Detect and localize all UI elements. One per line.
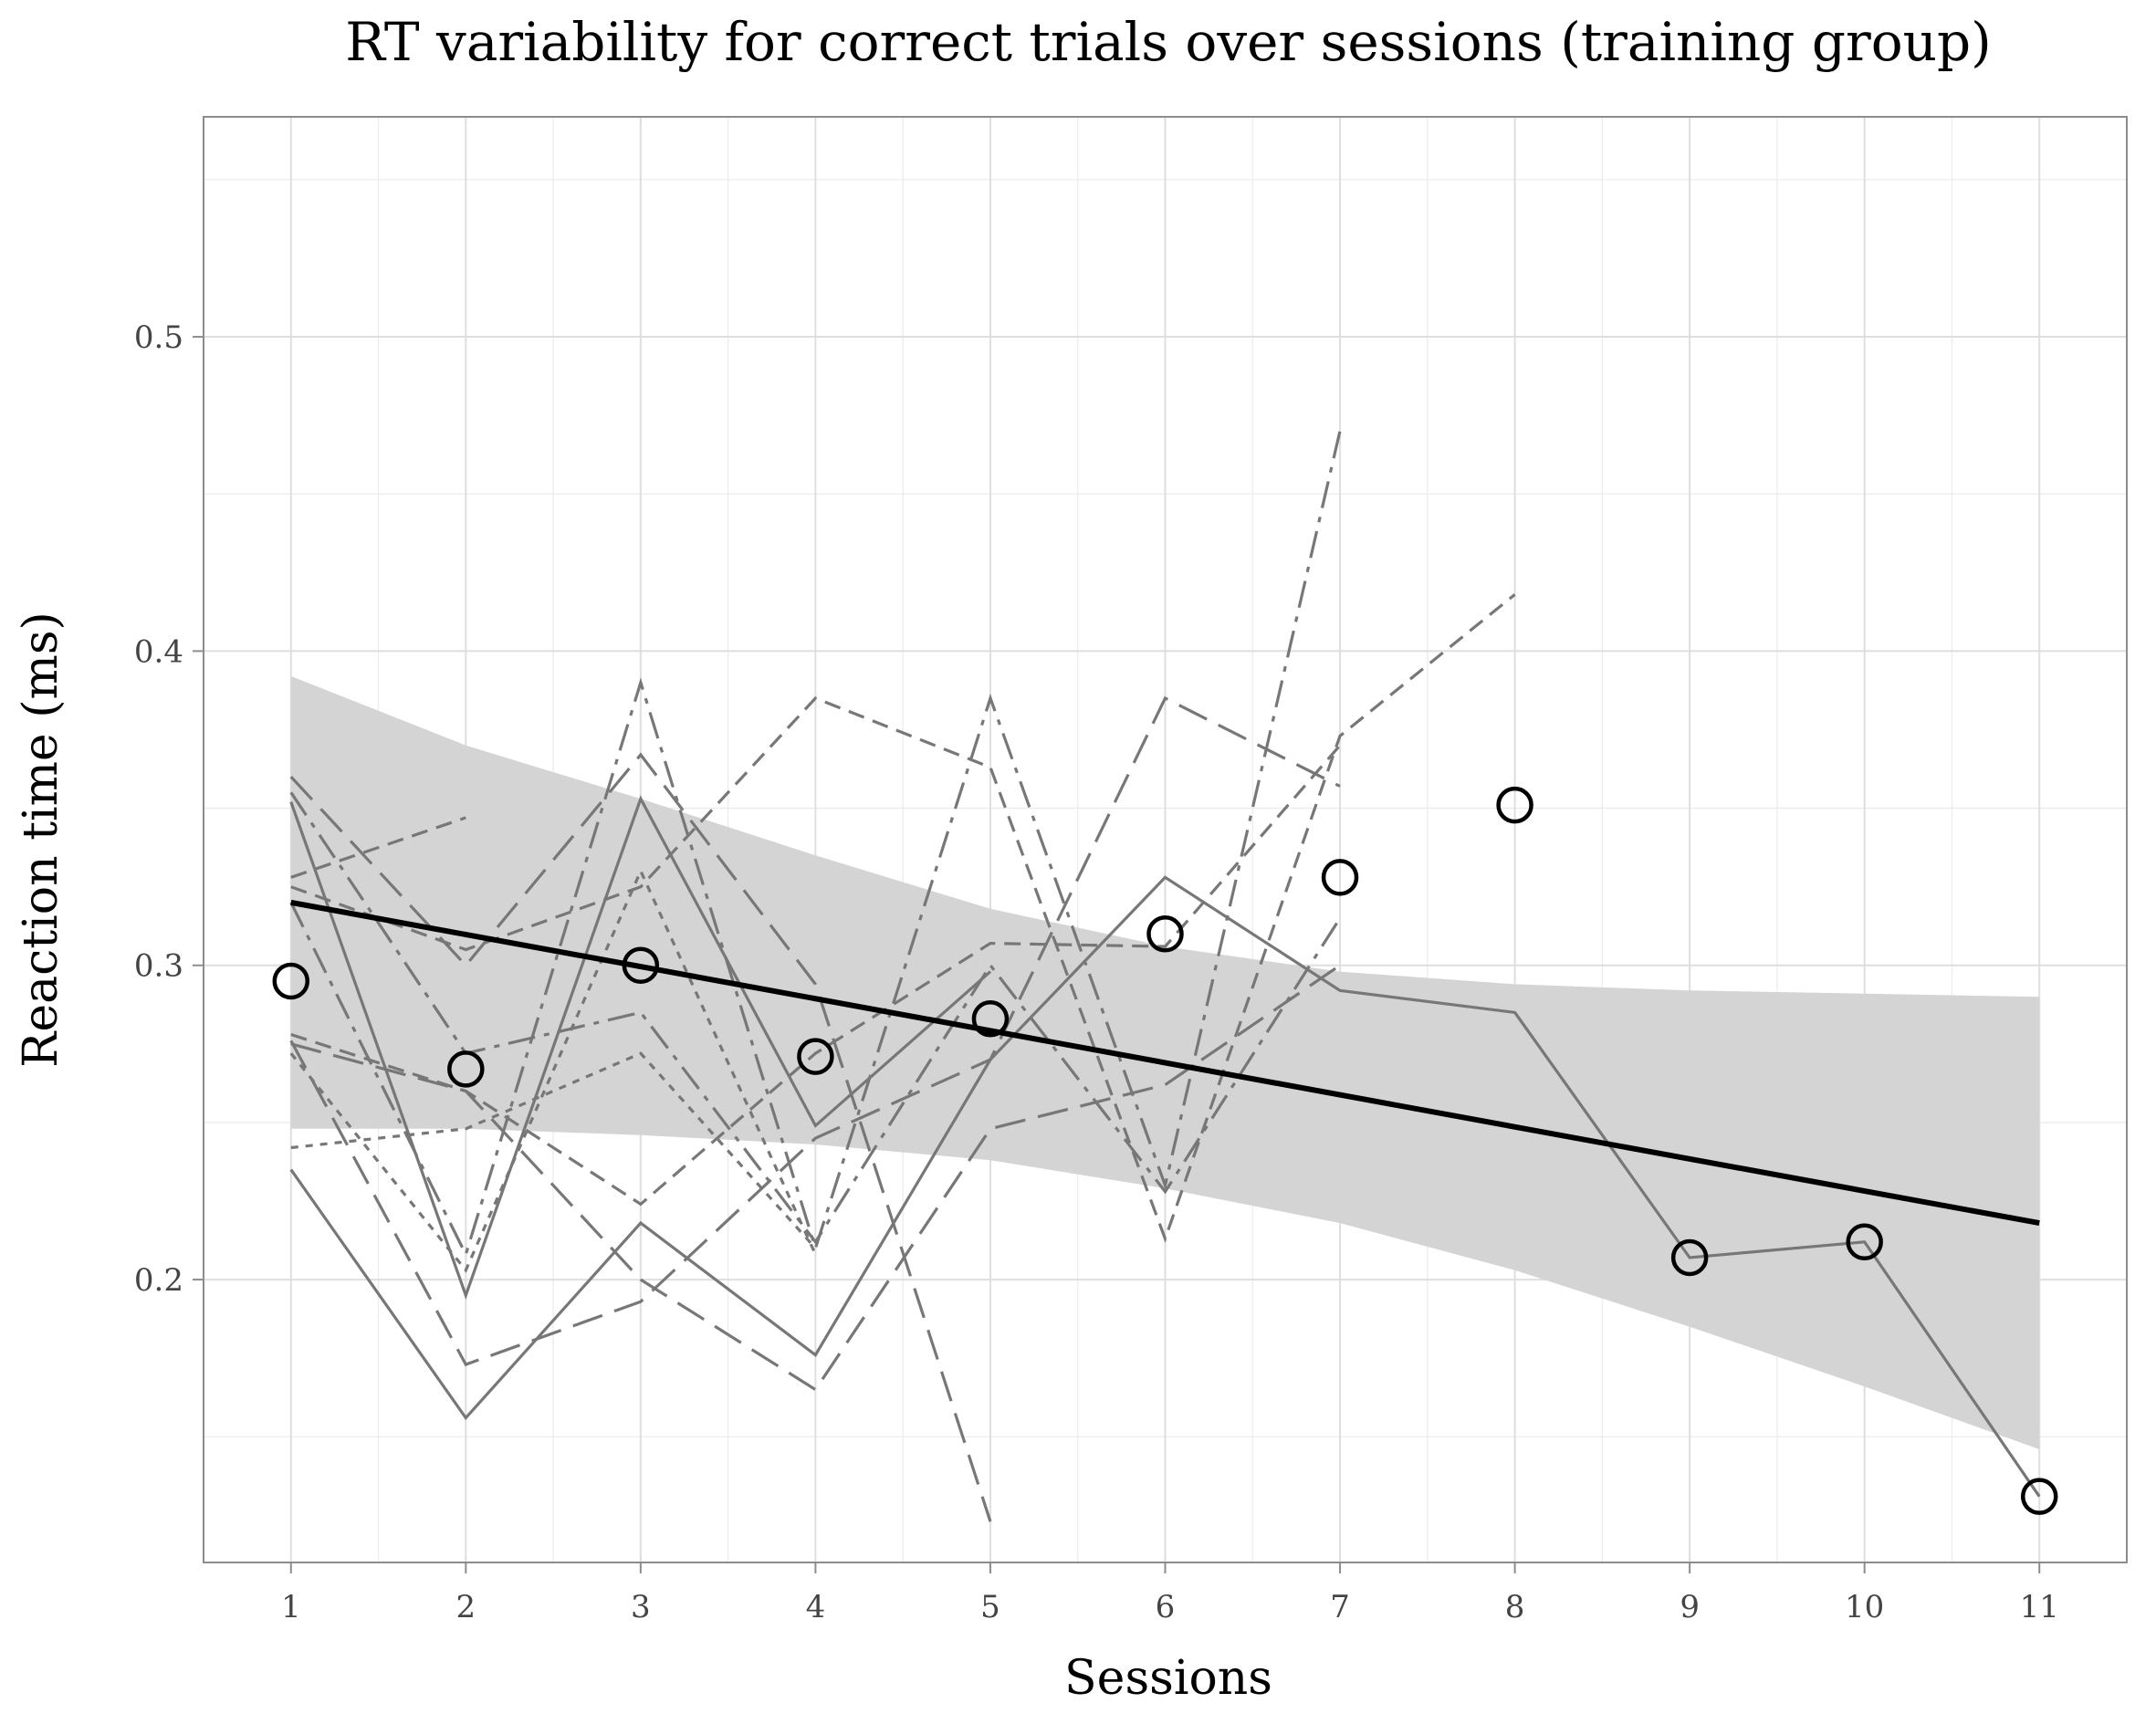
- x-axis-ticks: 1 2 3 4 5 6 7 8 9 10 11: [281, 1562, 2059, 1625]
- subject-line-6: [290, 816, 466, 879]
- mean-point-session-6: [1146, 915, 1184, 953]
- x-axis-title: Sessions: [1064, 1651, 1272, 1706]
- subject-line-2: [289, 795, 992, 1301]
- mean-point-session-7: [1321, 859, 1359, 896]
- subject-line-8: [290, 744, 1342, 1207]
- subject-line-12: [289, 867, 817, 1273]
- x-tick-label: 10: [1845, 1589, 1884, 1625]
- x-tick-label: 3: [631, 1589, 651, 1625]
- y-axis-ticks: 0.2 0.3 0.4 0.5: [134, 319, 204, 1299]
- x-tick-label: 6: [1156, 1589, 1176, 1625]
- x-tick-label: 4: [806, 1589, 826, 1625]
- subject-line-3: [289, 695, 1341, 1367]
- mean-point-session-8: [1496, 786, 1533, 824]
- x-tick-label: 1: [281, 1589, 301, 1625]
- x-tick-label: 9: [1680, 1589, 1700, 1625]
- trend-line: [290, 899, 2040, 1227]
- y-tick-label: 0.3: [134, 948, 183, 985]
- x-tick-label: 2: [455, 1589, 476, 1625]
- y-axis-title: Reaction time (ms): [14, 611, 68, 1068]
- x-tick-label: 8: [1505, 1589, 1525, 1625]
- mean-point-session-3: [622, 946, 660, 984]
- plot-panel: [203, 116, 2128, 1563]
- trend-line-layer: [290, 899, 2040, 1227]
- subject-line-10: [289, 430, 1342, 1259]
- mean-point-session-11: [2020, 1478, 2058, 1515]
- subject-line-9: [290, 1051, 817, 1249]
- mean-points-layer: [272, 786, 2058, 1515]
- y-tick-label: 0.4: [134, 633, 183, 670]
- mean-point-session-4: [797, 1038, 834, 1075]
- mean-point-session-1: [272, 962, 310, 1000]
- x-tick-label: 5: [980, 1589, 1000, 1625]
- mean-point-session-5: [971, 1000, 1010, 1038]
- mean-point-session-10: [1846, 1223, 1883, 1261]
- mean-point-session-2: [447, 1050, 485, 1088]
- chart-title: RT variability for correct trials over s…: [345, 11, 1991, 73]
- y-tick-label: 0.2: [134, 1262, 183, 1299]
- x-tick-label: 11: [2020, 1589, 2059, 1625]
- subject-line-4: [289, 752, 992, 1522]
- x-tick-label: 7: [1330, 1589, 1350, 1625]
- y-tick-label: 0.5: [134, 319, 183, 356]
- subject-line-1: [289, 875, 2041, 1498]
- mean-point-session-9: [1670, 1238, 1709, 1277]
